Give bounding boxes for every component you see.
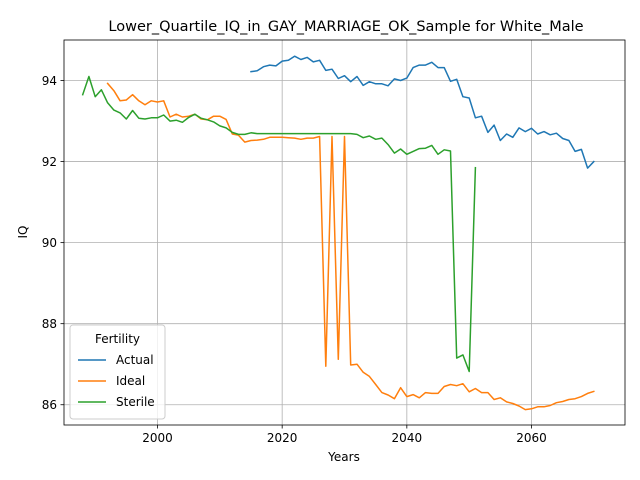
series-line-ideal — [106, 82, 595, 411]
x-axis: 2000 2020 2040 2060 — [142, 425, 547, 445]
series-line-sterile — [81, 75, 477, 373]
y-tick-label: 88 — [42, 317, 57, 331]
plot-area — [81, 55, 595, 411]
legend-box — [69, 324, 166, 420]
grid — [64, 40, 625, 425]
x-tick-label: 2040 — [392, 431, 423, 445]
series-line-actual — [250, 55, 595, 169]
legend-entry-ideal: Ideal — [116, 374, 145, 388]
legend-entry-actual: Actual — [116, 353, 154, 367]
y-axis-label: IQ — [16, 226, 30, 239]
x-tick-label: 2060 — [516, 431, 547, 445]
legend: Fertility Actual Ideal Sterile — [69, 324, 166, 420]
x-tick-label: 2000 — [142, 431, 173, 445]
legend-entry-sterile: Sterile — [116, 395, 155, 409]
y-tick-label: 92 — [42, 155, 57, 169]
y-tick-label: 86 — [42, 398, 57, 412]
x-axis-label: Years — [327, 450, 360, 464]
y-tick-label: 90 — [42, 236, 57, 250]
plot-frame — [63, 39, 626, 426]
y-axis: 86 88 90 92 94 — [42, 74, 64, 412]
legend-title: Fertility — [95, 332, 140, 346]
x-tick-label: 2020 — [267, 431, 298, 445]
chart-title: Lower_Quartile_IQ_in_GAY_MARRIAGE_OK_Sam… — [108, 19, 583, 35]
y-tick-label: 94 — [42, 74, 57, 88]
